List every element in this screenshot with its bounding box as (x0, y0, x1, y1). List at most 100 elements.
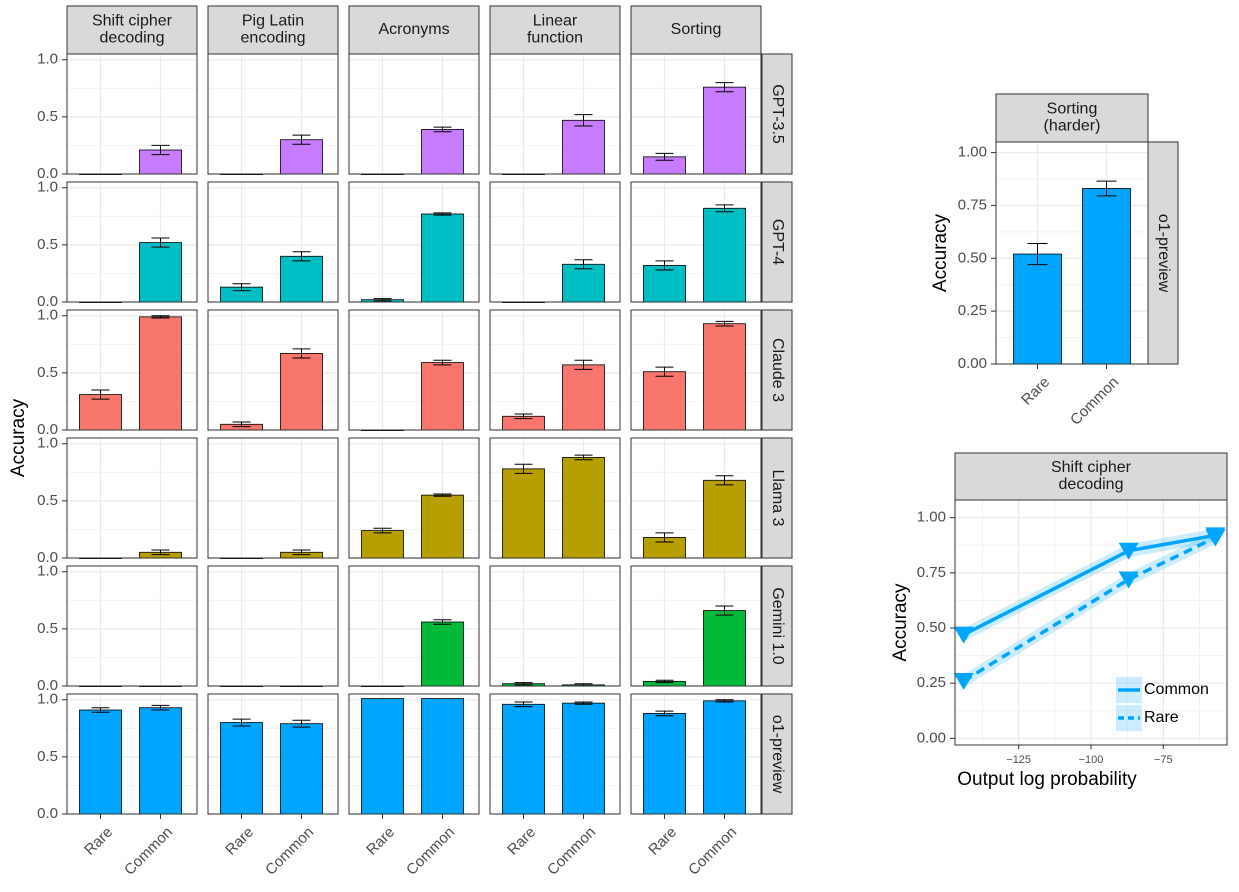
panel-border (489, 437, 621, 559)
sorting-harder-bar-chart: Sorting (harder) Rare Common o1-preview 0.00 0… (930, 93, 1179, 429)
x-tick-label: −125 (1006, 754, 1031, 766)
panel-border (207, 565, 339, 687)
panel-border (348, 565, 480, 687)
panel-border (489, 693, 621, 815)
panel-border (489, 53, 621, 175)
panel-border (489, 565, 621, 687)
bar (421, 362, 464, 431)
panel-border (207, 437, 339, 559)
x-tick-label: Rare (222, 824, 257, 859)
data-point (953, 626, 974, 644)
series-line (962, 535, 1217, 683)
bar (220, 722, 263, 815)
panel-border (489, 181, 621, 303)
bar (643, 265, 686, 303)
bar (79, 709, 122, 815)
panel-border (630, 309, 762, 431)
panel-bg (208, 566, 338, 686)
bar (1013, 253, 1062, 365)
bar (139, 242, 182, 303)
y-tick-label: 0.0 (37, 549, 58, 566)
y-tick-label: 1.0 (37, 563, 58, 580)
facet-bar-chart: Shift cipher decoding Pig Latin encoding Acr… (8, 5, 793, 879)
bar (79, 394, 122, 431)
y-tick-label: 1.00 (917, 509, 946, 526)
bar (562, 457, 605, 559)
panel-border (207, 181, 339, 303)
row-strip-label-bg (1147, 141, 1179, 365)
panel-border (207, 53, 339, 175)
x-tick-label: Rare (363, 824, 398, 859)
row-strip-label-bg (761, 53, 793, 175)
panel-border (348, 309, 480, 431)
y-tick-label: 0.5 (37, 364, 58, 381)
column-strip-label: Shift cipher decoding (92, 13, 173, 47)
y-tick-label: 0.5 (37, 620, 58, 637)
data-point (1205, 529, 1226, 547)
y-tick-label: 0.5 (37, 108, 58, 125)
row-strip-label-bg (761, 693, 793, 815)
y-tick-label: 0.5 (37, 748, 58, 765)
panel-border (348, 53, 480, 175)
panel-border (348, 181, 480, 303)
y-tick-label: 0.5 (37, 492, 58, 509)
bar (703, 610, 746, 687)
x-tick-label: Rare (504, 824, 539, 859)
y-tick-label: 0.75 (917, 564, 946, 581)
panel-bg (490, 566, 620, 686)
x-tick-label: Common (403, 824, 458, 879)
y-tick-label: 0.0 (37, 421, 58, 438)
y-tick-label: 1.0 (37, 691, 58, 708)
y-tick-label: 1.00 (958, 144, 987, 161)
panel-border (348, 437, 480, 559)
bar (421, 494, 464, 559)
row-strip-label: o1-preview (1155, 214, 1172, 293)
panel-border (66, 565, 198, 687)
y-tick-label: 0.25 (917, 674, 946, 691)
y-tick-label: 1.0 (37, 51, 58, 68)
row-strip-label-bg (761, 309, 793, 431)
row-strip-label: Llama 3 (769, 470, 786, 527)
panel-bg (208, 438, 338, 558)
y-axis-title: Accuracy (930, 213, 951, 292)
y-tick-label: 0.0 (37, 293, 58, 310)
x-tick-label: Common (544, 824, 599, 879)
legend-label: Rare (1144, 709, 1179, 726)
y-axis-title: Accuracy (8, 398, 29, 477)
panel-border (66, 693, 198, 815)
x-tick-label: Common (262, 824, 317, 879)
y-tick-label: 1.0 (37, 435, 58, 452)
panel-border (630, 181, 762, 303)
panel-border (630, 565, 762, 687)
bar (643, 713, 686, 815)
bar (703, 479, 746, 559)
panel-border (207, 693, 339, 815)
y-tick-label: 0.0 (37, 677, 58, 694)
panel-border (66, 181, 198, 303)
panel-border (348, 693, 480, 815)
y-axis-title: Accuracy (890, 583, 911, 662)
bar (562, 364, 605, 431)
column-strip-label-bg (66, 5, 198, 55)
panel-border (489, 309, 621, 431)
x-tick-label: −100 (1079, 754, 1104, 766)
row-strip-label-bg (761, 437, 793, 559)
x-tick-label: Rare (1018, 374, 1053, 409)
panel-border (207, 309, 339, 431)
column-strip-label: Pig Latin encoding (241, 13, 306, 47)
panel-border (630, 437, 762, 559)
panel-border (66, 53, 198, 175)
y-tick-label: 0.75 (958, 196, 987, 213)
data-point (1118, 571, 1139, 589)
data-point (1118, 542, 1139, 560)
y-tick-label: 0.50 (958, 249, 987, 266)
y-tick-label: 0.00 (958, 355, 987, 372)
data-point (953, 672, 974, 690)
x-axis-title: Output log probability (957, 769, 1137, 790)
column-strip-label-bg (489, 5, 621, 55)
bar (562, 263, 605, 303)
x-tick-label: Common (685, 824, 740, 879)
bar (421, 213, 464, 303)
x-tick-label: Rare (645, 824, 680, 859)
bar (643, 371, 686, 431)
